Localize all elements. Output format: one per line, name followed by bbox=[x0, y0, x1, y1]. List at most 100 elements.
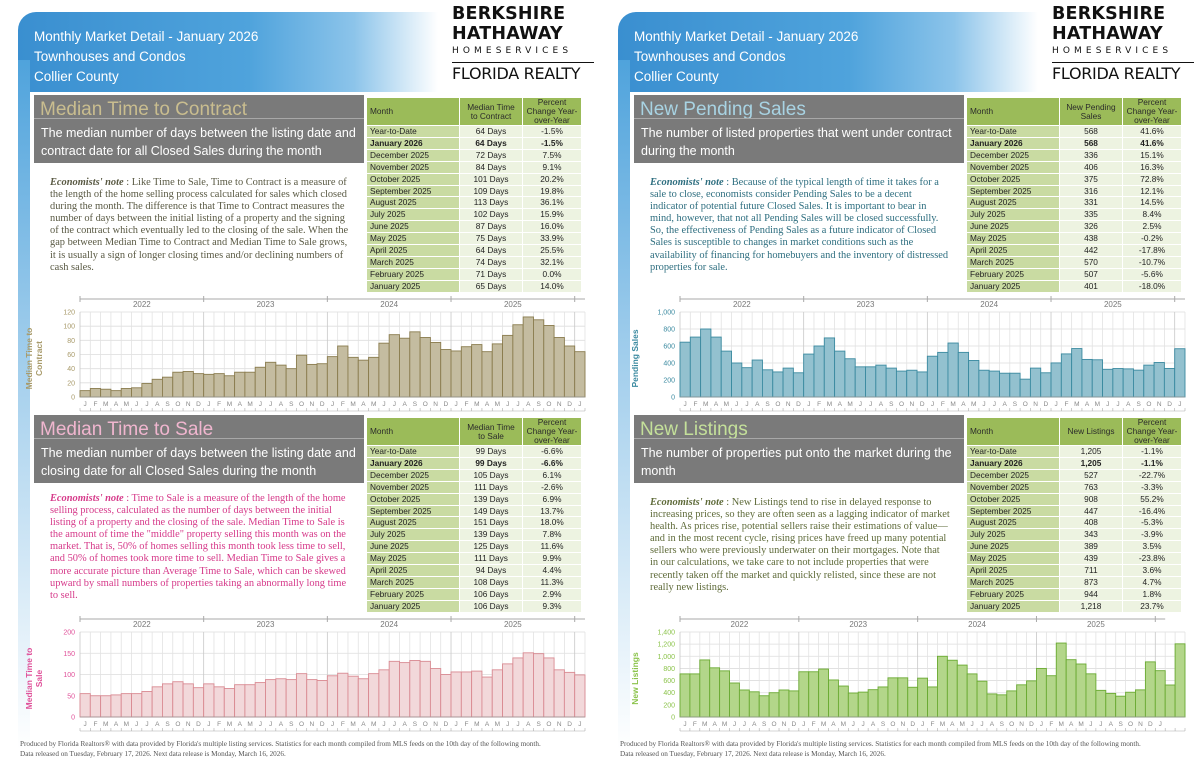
month-tick-label: J bbox=[516, 721, 519, 728]
table-row: August 2025 151 Days 18.0% bbox=[367, 517, 581, 529]
percent-change-cell: -1.1% bbox=[1123, 446, 1181, 457]
month-tick-label: J bbox=[869, 401, 872, 408]
month-tick-label: M bbox=[1074, 401, 1079, 408]
value-cell: 64 Days bbox=[460, 245, 522, 256]
bar bbox=[897, 677, 909, 718]
percent-change-cell: 12.1% bbox=[1123, 185, 1181, 197]
month-tick-label: O bbox=[423, 401, 428, 408]
bar bbox=[512, 657, 524, 718]
table-row: December 2025 527 -22.7% bbox=[967, 469, 1181, 481]
month-tick-label: O bbox=[423, 721, 428, 728]
chart-pending-sales: 2022 2023 2024 2025 0 200 400 600 800 1,000 J F M A M J… bbox=[600, 292, 1200, 417]
month-cell: August 2025 bbox=[967, 197, 1059, 209]
month-cell: June 2025 bbox=[367, 221, 459, 233]
bar bbox=[710, 336, 722, 398]
month-tick-label: O bbox=[299, 721, 304, 728]
bar bbox=[1122, 368, 1134, 398]
month-tick-label: M bbox=[827, 401, 832, 408]
month-tick-label: D bbox=[567, 721, 572, 728]
bar bbox=[679, 673, 691, 718]
bar bbox=[89, 388, 102, 398]
right-page: Monthly Market Detail - January 2026 Tow… bbox=[600, 0, 1200, 776]
table-row: April 2025 442 -17.8% bbox=[967, 245, 1181, 256]
month-tick-label: F bbox=[93, 721, 97, 728]
bar bbox=[326, 675, 339, 718]
percent-change-cell: -22.7% bbox=[1123, 469, 1181, 481]
month-tick-label: D bbox=[792, 721, 797, 728]
bar bbox=[254, 366, 266, 398]
bar bbox=[234, 371, 246, 398]
month-cell: March 2025 bbox=[967, 576, 1059, 588]
bar bbox=[378, 342, 390, 398]
month-tick-label: O bbox=[1146, 401, 1151, 408]
year-label: 2022 bbox=[733, 300, 751, 309]
month-tick-label: A bbox=[238, 401, 243, 408]
table-row: January 2025 1,218 23.7% bbox=[967, 600, 1181, 612]
table-row: May 2025 439 -23.8% bbox=[967, 553, 1181, 565]
bar bbox=[867, 689, 879, 718]
bar bbox=[679, 341, 691, 398]
section-header: New Pending Sales The number of listed p… bbox=[634, 95, 964, 163]
month-tick-label: S bbox=[165, 721, 170, 728]
bar bbox=[1055, 642, 1067, 718]
month-cell: March 2025 bbox=[367, 256, 459, 268]
bar bbox=[1125, 691, 1136, 718]
month-tick-label: N bbox=[782, 721, 787, 728]
month-tick-label: A bbox=[114, 401, 119, 408]
bar bbox=[1029, 367, 1042, 398]
percent-change-cell: -1.1% bbox=[1123, 457, 1181, 469]
month-tick-label: F bbox=[1049, 721, 1053, 728]
month-cell: January 2025 bbox=[967, 600, 1059, 612]
value-cell: 908 bbox=[1060, 493, 1122, 505]
bar bbox=[834, 350, 846, 398]
month-tick-label: S bbox=[536, 721, 541, 728]
month-cell: November 2025 bbox=[967, 161, 1059, 173]
month-tick-label: J bbox=[145, 401, 148, 408]
table-row: November 2025 406 16.3% bbox=[967, 161, 1181, 173]
value-cell: 139 Days bbox=[460, 529, 522, 541]
month-tick-label: J bbox=[207, 401, 210, 408]
year-label: 2024 bbox=[980, 300, 998, 309]
value-cell: 99 Days bbox=[460, 446, 522, 457]
month-cell: February 2025 bbox=[967, 588, 1059, 600]
month-cell: January 2025 bbox=[367, 600, 459, 612]
logo-line-1: BERKSHIRE bbox=[1052, 4, 1166, 24]
month-tick-label: O bbox=[546, 401, 551, 408]
section-description: The median number of days between the li… bbox=[41, 446, 356, 478]
y-tick-label: 1,400 bbox=[657, 630, 675, 637]
bar bbox=[429, 342, 442, 398]
bar bbox=[502, 334, 514, 398]
value-cell: 101 Days bbox=[460, 173, 522, 185]
bar bbox=[917, 677, 928, 718]
month-tick-label: M bbox=[940, 721, 945, 728]
column-header: Median Time to Contract bbox=[460, 98, 522, 125]
table-header-row: Month Median Time to Contract Percent Chan… bbox=[367, 98, 581, 125]
table-row: July 2025 139 Days 7.8% bbox=[367, 529, 581, 541]
report-header: Monthly Market Detail - January 2026 Tow… bbox=[634, 27, 858, 87]
month-cell: July 2025 bbox=[367, 209, 459, 221]
year-label: 2024 bbox=[380, 300, 398, 309]
month-tick-label: N bbox=[786, 401, 791, 408]
value-cell: 108 Days bbox=[460, 576, 522, 588]
month-tick-label: J bbox=[578, 721, 581, 728]
value-cell: 570 bbox=[1060, 256, 1122, 268]
y-axis-label: Sale bbox=[34, 669, 44, 687]
month-tick-label: J bbox=[807, 401, 810, 408]
economists-note: Economists' note : Like Time to Sale, Ti… bbox=[50, 177, 350, 274]
year-label: 2022 bbox=[133, 620, 151, 629]
month-cell: May 2025 bbox=[967, 233, 1059, 245]
bar bbox=[895, 370, 908, 398]
month-tick-label: A bbox=[755, 401, 760, 408]
bar-chart: 2022 2023 2024 2025 0 200 400 600 800 1,000 1,200 1… bbox=[630, 616, 1186, 732]
bar bbox=[1163, 367, 1176, 398]
column-header: Month bbox=[367, 418, 459, 445]
bar bbox=[522, 316, 534, 398]
month-tick-label: J bbox=[993, 401, 996, 408]
value-cell: 105 Days bbox=[460, 469, 522, 481]
bar bbox=[512, 324, 524, 398]
bar bbox=[865, 366, 877, 398]
table-row: May 2025 111 Days 9.9% bbox=[367, 553, 581, 565]
bar bbox=[265, 679, 277, 718]
percent-change-cell: 13.7% bbox=[523, 505, 581, 517]
percent-change-cell: 11.3% bbox=[523, 576, 581, 588]
